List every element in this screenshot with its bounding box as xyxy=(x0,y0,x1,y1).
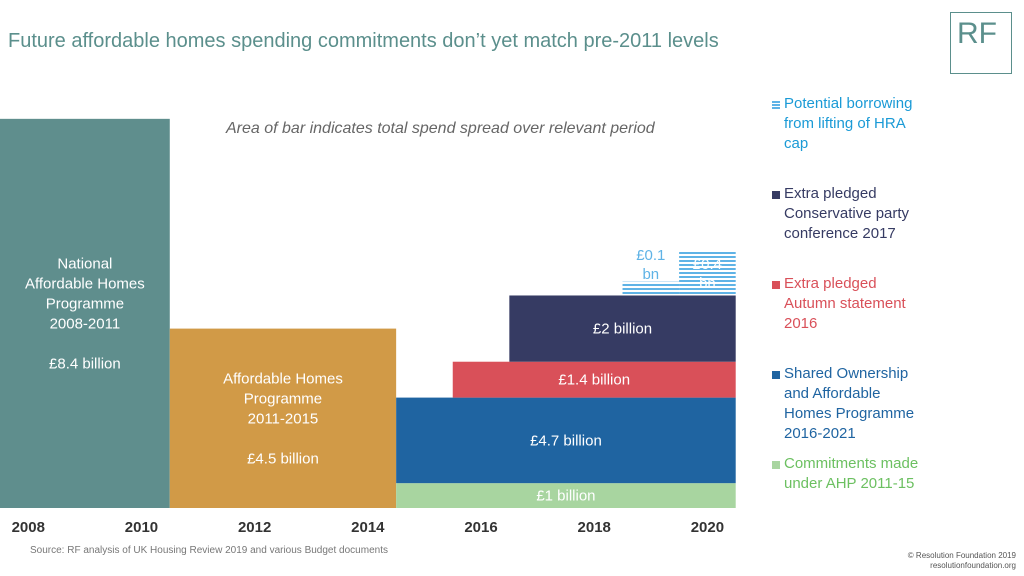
legend-swatch xyxy=(772,371,780,379)
x-tick-label: 2014 xyxy=(351,519,385,536)
bar-commitments: £1 billion xyxy=(396,483,736,508)
bar-autumn-label: £1.4 billion xyxy=(558,372,630,389)
bar-hra2-label: bn xyxy=(699,275,716,292)
bar-nahp-rect xyxy=(0,118,170,508)
bar-hra1-label: £0.1 xyxy=(636,247,665,264)
legend-label: Shared Ownership and Affordable Homes Pr… xyxy=(784,365,915,442)
bar-hra2-label: £0.4 xyxy=(693,256,722,273)
legend-swatch xyxy=(772,101,780,109)
bar-soahp-rect xyxy=(396,397,736,484)
legend-item: Extra pledged Autumn statement 2016 xyxy=(772,274,1020,334)
legend-label: Extra pledged Conservative party confere… xyxy=(784,185,910,242)
bar-nahp-label: Programme xyxy=(46,295,124,312)
bar-ahp-label: £4.5 billion xyxy=(247,450,319,467)
bar-hra2: £0.4 bn xyxy=(679,251,736,296)
x-tick-label: 2018 xyxy=(578,519,611,536)
source-note: Source: RF analysis of UK Housing Review… xyxy=(30,545,388,556)
bar-hra1: £0.1 bn xyxy=(622,247,680,296)
bar-nahp-label: Affordable Homes xyxy=(25,275,145,292)
bar-soahp-label: £4.7 billion xyxy=(530,432,602,449)
logo-text: RF xyxy=(957,17,997,50)
copyright: © Resolution Foundation 2019 resolutionf… xyxy=(908,551,1016,571)
legend-item: Shared Ownership and Affordable Homes Pr… xyxy=(772,364,1020,444)
bar-conservative-label: £2 billion xyxy=(593,321,652,338)
bar-commitments-rect xyxy=(396,483,736,508)
bar-nahp: National Affordable Homes Programme 2008-20… xyxy=(0,118,170,508)
copyright-line: © Resolution Foundation 2019 xyxy=(907,551,1016,560)
legend-swatch xyxy=(772,281,780,289)
bar-hra1-rect xyxy=(622,281,680,296)
bar-ahp: Affordable Homes Programme 2011-2015 £4.5 b… xyxy=(169,328,397,508)
legend-label: Commitments made under AHP 2011-15 xyxy=(784,455,919,492)
chart-title: Future affordable homes spending commitm… xyxy=(8,30,719,52)
bar-ahp-label: 2011-2015 xyxy=(248,410,319,427)
x-tick-label: 2020 xyxy=(691,519,724,536)
bar-nahp-label: National xyxy=(57,255,112,272)
website-line: resolutionfoundation.org xyxy=(930,561,1016,570)
x-tick-label: 2008 xyxy=(12,519,45,536)
bar-autumn: £1.4 billion xyxy=(452,361,736,398)
bar-conservative: £2 billion xyxy=(509,295,736,362)
legend-swatch xyxy=(772,461,780,469)
bar-ahp-label: Programme xyxy=(244,390,322,407)
x-tick-label: 2016 xyxy=(464,519,497,536)
bar-nahp-label: 2008-2011 xyxy=(50,315,121,332)
chart-note: Area of bar indicates total spend spread… xyxy=(226,120,655,137)
x-tick-label: 2010 xyxy=(125,519,158,536)
bar-hra2-rect xyxy=(679,251,736,296)
bar-nahp-label: £8.4 billion xyxy=(49,355,121,372)
x-tick-label: 2012 xyxy=(238,519,271,536)
bar-hra1-label: bn xyxy=(642,266,659,283)
bar-soahp: £4.7 billion xyxy=(396,397,736,484)
bar-commitments-label: £1 billion xyxy=(536,488,595,505)
bar-autumn-rect xyxy=(452,361,736,398)
bar-conservative-rect xyxy=(509,295,736,362)
legend-item: Extra pledged Conservative party confere… xyxy=(772,184,1020,244)
legend-item: Commitments made under AHP 2011-15 xyxy=(772,454,1020,494)
legend-item: Potential borrowing from lifting of HRA … xyxy=(772,94,1020,154)
rf-logo: RF xyxy=(950,12,1012,74)
legend-label: Potential borrowing from lifting of HRA … xyxy=(784,95,913,152)
legend-swatch xyxy=(772,191,780,199)
bar-ahp-label: Affordable Homes xyxy=(223,370,343,387)
legend-label: Extra pledged Autumn statement 2016 xyxy=(784,275,906,332)
bar-ahp-rect xyxy=(169,328,397,508)
